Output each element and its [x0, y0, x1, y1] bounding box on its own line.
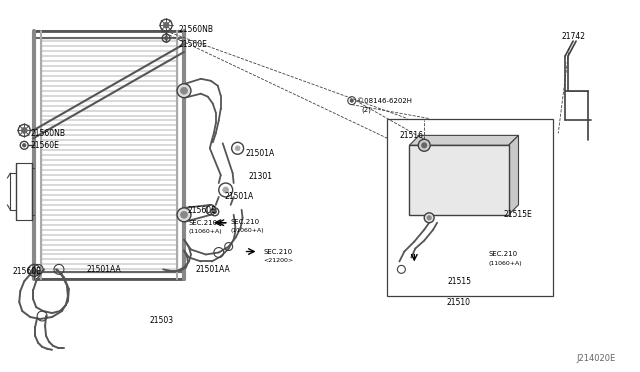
Text: SEC.210: SEC.210	[189, 220, 218, 226]
Text: 21742: 21742	[561, 32, 585, 41]
Text: 21560E: 21560E	[178, 39, 207, 49]
Text: (11060+A): (11060+A)	[189, 229, 223, 234]
Text: 21501AA: 21501AA	[87, 265, 122, 274]
Circle shape	[213, 210, 216, 214]
Circle shape	[235, 146, 240, 151]
Text: ©08146-6202H: ©08146-6202H	[356, 97, 412, 104]
Text: 21560NB: 21560NB	[178, 25, 213, 34]
Text: 21560E: 21560E	[188, 206, 217, 215]
Circle shape	[180, 211, 188, 218]
Circle shape	[163, 22, 169, 28]
Text: 21301: 21301	[248, 171, 273, 180]
Text: SEC.210: SEC.210	[230, 219, 260, 225]
Circle shape	[177, 208, 191, 222]
Circle shape	[31, 268, 36, 273]
Circle shape	[177, 84, 191, 98]
Circle shape	[419, 140, 430, 151]
Circle shape	[22, 144, 26, 147]
Polygon shape	[410, 135, 518, 145]
Circle shape	[164, 36, 168, 40]
Text: (2): (2)	[362, 106, 372, 113]
Circle shape	[223, 187, 228, 193]
Bar	[387, 119, 553, 296]
Text: J214020E: J214020E	[577, 354, 616, 363]
Text: 21515E: 21515E	[504, 210, 532, 219]
Text: <21200>: <21200>	[264, 258, 294, 263]
Circle shape	[427, 216, 431, 220]
Text: 21516: 21516	[399, 131, 424, 140]
Text: 21501A: 21501A	[246, 149, 275, 158]
Text: (11060+A): (11060+A)	[230, 228, 264, 233]
Bar	[410, 145, 509, 215]
Text: SEC.210: SEC.210	[489, 251, 518, 257]
Circle shape	[424, 213, 434, 223]
Circle shape	[422, 143, 427, 148]
Text: 21503: 21503	[149, 317, 173, 326]
Polygon shape	[509, 135, 518, 215]
Text: 21560E: 21560E	[12, 267, 41, 276]
Text: SEC.210: SEC.210	[264, 248, 292, 254]
Text: 21510: 21510	[447, 298, 471, 307]
Text: 21501A: 21501A	[225, 192, 254, 201]
Text: (11060+A): (11060+A)	[489, 261, 522, 266]
Text: 21560E: 21560E	[30, 141, 59, 150]
Text: 21515: 21515	[447, 277, 471, 286]
Text: 21560NB: 21560NB	[30, 129, 65, 138]
Text: 21501AA: 21501AA	[196, 265, 230, 274]
Circle shape	[180, 87, 188, 94]
Circle shape	[350, 99, 353, 102]
Circle shape	[21, 128, 28, 134]
